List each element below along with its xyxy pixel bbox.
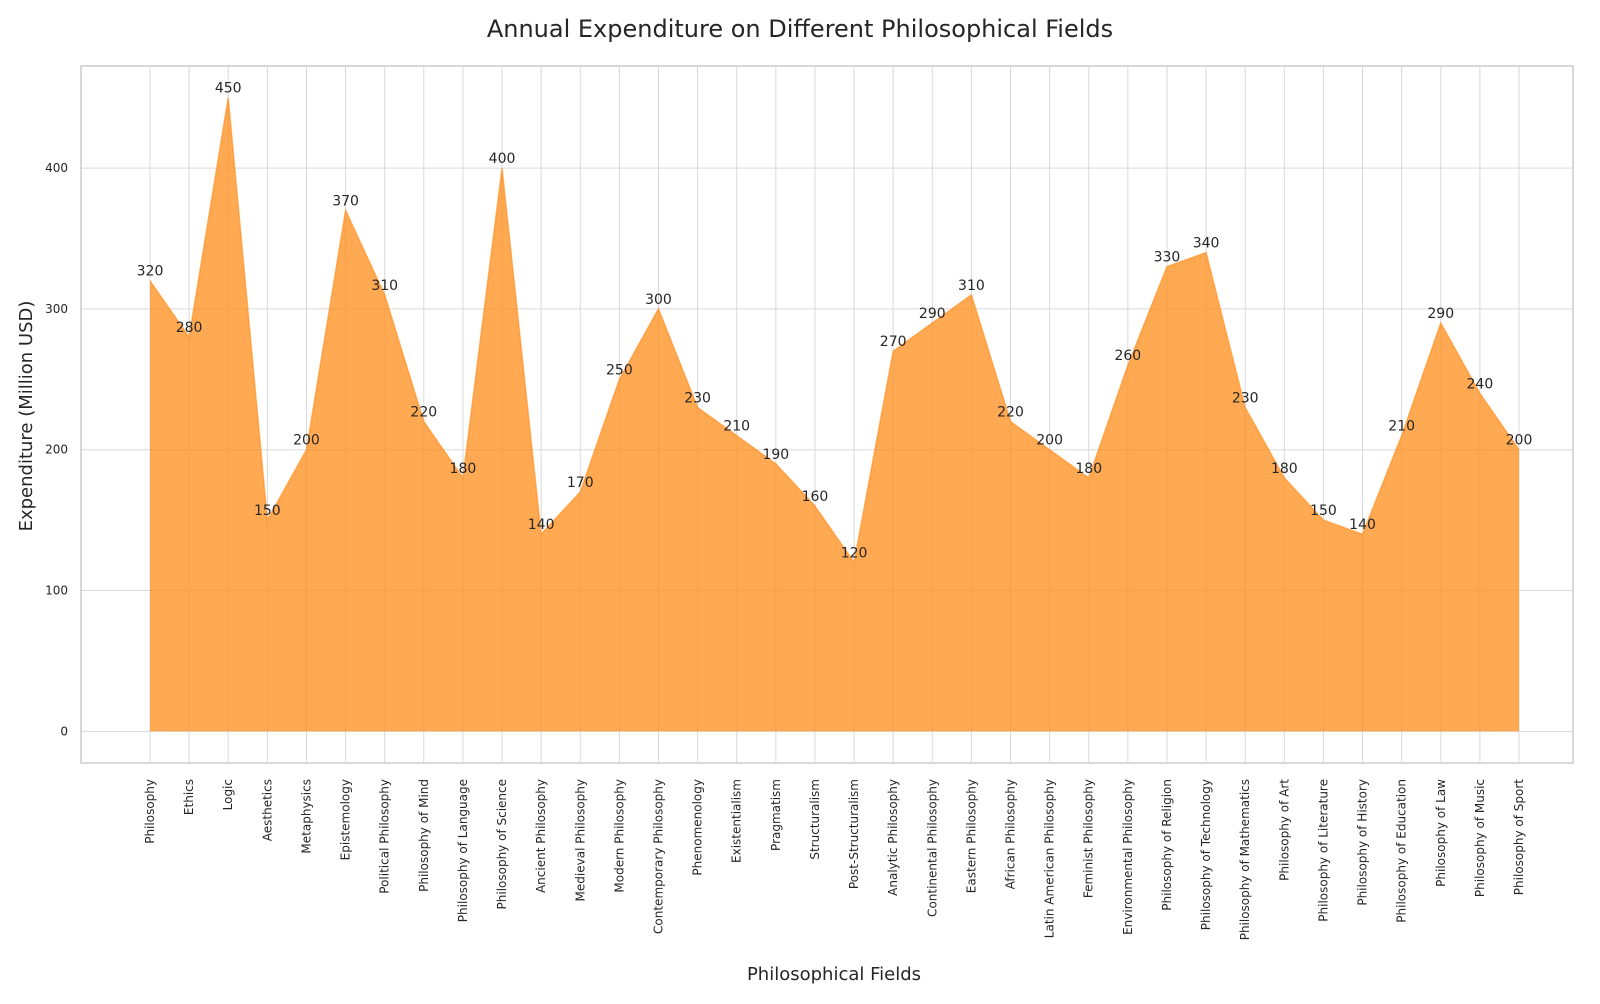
data-label: 310	[958, 278, 985, 294]
data-label: 300	[645, 292, 672, 308]
x-tick-label: Philosophy of Mathematics	[1238, 779, 1252, 940]
data-label: 230	[1232, 390, 1259, 406]
data-label: 270	[880, 334, 907, 350]
data-label: 210	[1388, 419, 1415, 435]
x-tick-label: Eastern Philosophy	[964, 779, 978, 893]
data-label: 120	[841, 545, 868, 561]
x-tick-label: Contemporary Philosophy	[651, 779, 665, 934]
x-tick-label: Political Philosophy	[378, 779, 392, 894]
x-tick-label: Philosophy of Religion	[1160, 779, 1174, 911]
x-tick-label: Modern Philosophy	[612, 779, 626, 893]
x-tick-label: Latin American Philosophy	[1043, 779, 1057, 938]
data-label: 150	[254, 503, 281, 519]
x-tick-label: Existentialism	[730, 779, 744, 863]
data-label: 400	[489, 151, 516, 167]
x-tick-label: Environmental Philosophy	[1121, 779, 1135, 935]
x-tick-label: Philosophy of Music	[1473, 779, 1487, 897]
x-tick-label: Philosophy of Literature	[1316, 779, 1330, 922]
x-axis-ticks: Philosophy Ethics Logic Aesthetics Metaphysi…	[143, 779, 1526, 941]
x-tick-label: Epistemology	[339, 779, 353, 860]
data-label: 150	[1310, 503, 1337, 519]
data-label: 320	[137, 264, 164, 280]
x-tick-label: Philosophy of Sport	[1512, 779, 1526, 895]
y-tick-label: 0	[60, 724, 68, 738]
x-tick-label: Ethics	[182, 779, 196, 815]
data-label: 290	[1427, 306, 1454, 322]
x-tick-label: Philosophy of Mind	[417, 779, 431, 892]
x-tick-label: Philosophy of Science	[495, 779, 509, 909]
x-tick-label: Metaphysics	[299, 779, 313, 854]
data-label: 250	[606, 362, 633, 378]
x-tick-label: Philosophy	[143, 779, 157, 844]
data-label: 180	[1271, 461, 1298, 477]
data-label: 370	[332, 193, 359, 209]
data-label: 330	[1154, 250, 1181, 266]
x-tick-label: Logic	[221, 779, 235, 810]
x-tick-label: Analytic Philosophy	[886, 779, 900, 896]
data-labels: 320 280 450 150 200 370 310 220 180 400 140 170 250 3…	[137, 81, 1533, 562]
area-fill	[150, 97, 1519, 732]
y-tick-label: 200	[45, 443, 68, 457]
data-label: 200	[1036, 433, 1063, 449]
data-label: 240	[1467, 376, 1494, 392]
data-label: 140	[1349, 517, 1376, 533]
x-tick-label: Philosophy of Language	[456, 779, 470, 922]
x-tick-label: Philosophy of Technology	[1199, 779, 1213, 930]
data-label: 180	[450, 461, 477, 477]
chart-title: Annual Expenditure on Different Philosop…	[487, 15, 1113, 43]
x-tick-label: Medieval Philosophy	[573, 779, 587, 901]
x-axis-label: Philosophical Fields	[747, 964, 921, 985]
data-label: 210	[723, 419, 750, 435]
data-label: 200	[1506, 433, 1533, 449]
x-tick-label: Philosophy of Art	[1277, 779, 1291, 881]
x-tick-label: Feminist Philosophy	[1082, 779, 1096, 898]
y-tick-label: 400	[45, 161, 68, 175]
data-label: 290	[919, 306, 946, 322]
data-label: 450	[215, 81, 242, 97]
x-tick-label: African Philosophy	[1004, 779, 1018, 889]
data-label: 310	[371, 278, 398, 294]
area-series	[149, 97, 1520, 732]
plot-frame	[80, 65, 1574, 764]
x-tick-label: Phenomenology	[691, 779, 705, 876]
data-label: 230	[684, 390, 711, 406]
y-axis-label: Expenditure (Million USD)	[16, 301, 37, 532]
x-tick-label: Structuralism	[808, 779, 822, 860]
x-tick-label: Post-Structuralism	[847, 779, 861, 889]
x-tick-label: Philosophy of Education	[1395, 779, 1409, 923]
x-tick-label: Philosophy of Law	[1434, 779, 1448, 887]
x-tick-label: Continental Philosophy	[925, 779, 939, 917]
y-tick-label: 100	[45, 584, 68, 598]
data-label: 340	[1193, 236, 1220, 252]
data-label: 140	[528, 517, 555, 533]
data-label: 220	[997, 405, 1024, 421]
x-tick-label: Aesthetics	[260, 779, 274, 841]
x-tick-label: Pragmatism	[769, 779, 783, 851]
data-label: 200	[293, 433, 320, 449]
x-tick-label: Ancient Philosophy	[534, 779, 548, 893]
y-axis-ticks: 0 100 200 300 400	[45, 161, 68, 738]
y-tick-label: 300	[45, 302, 68, 316]
data-label: 180	[1075, 461, 1102, 477]
data-label: 170	[567, 475, 594, 491]
data-label: 220	[410, 405, 437, 421]
data-label: 160	[802, 489, 829, 505]
area-line	[149, 97, 1520, 565]
data-label: 190	[762, 447, 789, 463]
data-label: 280	[176, 320, 203, 336]
data-label: 260	[1114, 348, 1141, 364]
x-tick-label: Philosophy of History	[1356, 779, 1370, 906]
